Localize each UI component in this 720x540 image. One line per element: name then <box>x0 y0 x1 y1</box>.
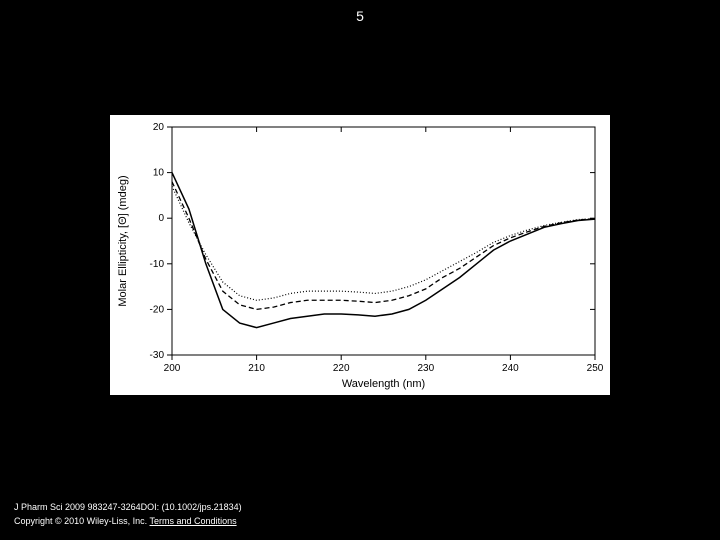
copyright-prefix: Copyright © 2010 Wiley-Liss, Inc. <box>14 516 150 526</box>
svg-text:-10: -10 <box>150 259 165 270</box>
svg-text:0: 0 <box>158 213 164 224</box>
svg-text:-30: -30 <box>150 350 165 361</box>
svg-text:Molar Ellipticity, [Θ] (mdeg): Molar Ellipticity, [Θ] (mdeg) <box>117 175 129 306</box>
svg-text:250: 250 <box>587 363 604 374</box>
chart-container: 200 210 220 230 240 250 -30 -20 -10 0 10 20 Waveleng… <box>110 115 610 395</box>
svg-text:240: 240 <box>502 363 519 374</box>
cd-spectrum-chart: 200 210 220 230 240 250 -30 -20 -10 0 10 20 Waveleng… <box>110 115 610 395</box>
svg-text:-20: -20 <box>150 304 165 315</box>
svg-text:10: 10 <box>153 168 165 179</box>
slide-number: 5 <box>356 8 364 24</box>
svg-text:Wavelength (nm): Wavelength (nm) <box>342 378 425 390</box>
copyright-text: Copyright © 2010 Wiley-Liss, Inc. Terms … <box>14 516 237 526</box>
svg-text:220: 220 <box>333 363 350 374</box>
svg-text:200: 200 <box>164 363 181 374</box>
svg-text:210: 210 <box>248 363 265 374</box>
citation-text: J Pharm Sci 2009 983247-3264DOI: (10.100… <box>14 502 242 512</box>
terms-link[interactable]: Terms and Conditions <box>150 516 237 526</box>
svg-text:20: 20 <box>153 122 165 133</box>
svg-text:230: 230 <box>417 363 434 374</box>
